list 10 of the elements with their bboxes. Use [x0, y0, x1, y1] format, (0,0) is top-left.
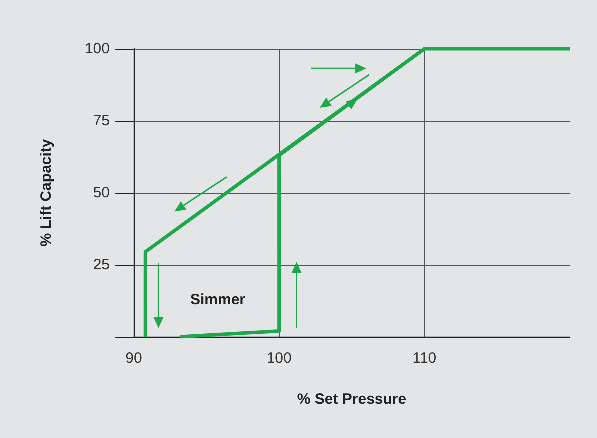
x-axis-title: % Set Pressure [297, 391, 407, 408]
y-tick-label: 25 [93, 256, 110, 274]
y-tick-label: 50 [93, 184, 110, 202]
x-tick-label: 100 [266, 350, 292, 367]
annotation: Simmer [190, 292, 246, 308]
y-tick-label: 100 [84, 40, 110, 58]
y-tick-label: 75 [93, 112, 110, 130]
y-axis-title: % Lift Capacity [38, 138, 55, 247]
x-tick-label: 90 [126, 350, 142, 367]
x-tick-label: 110 [412, 350, 437, 367]
